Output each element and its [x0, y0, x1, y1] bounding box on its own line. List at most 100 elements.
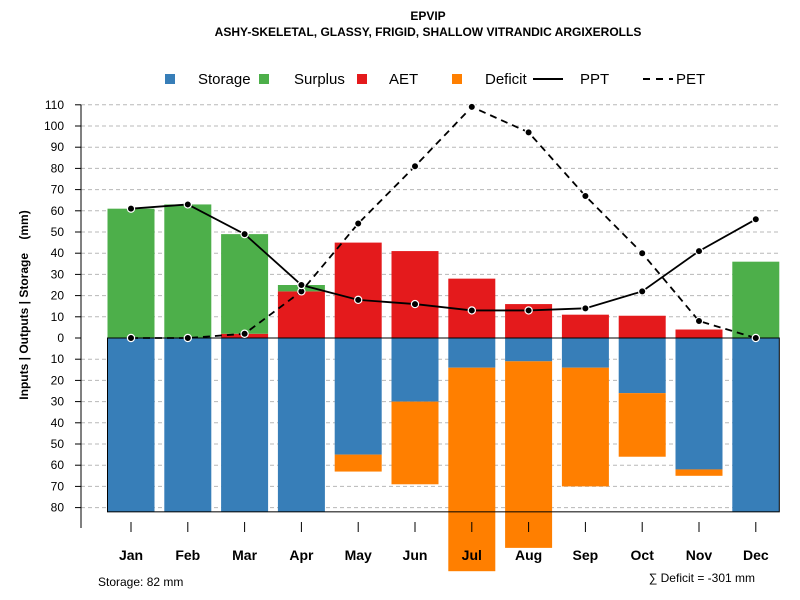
storage-bar-dec — [732, 338, 780, 512]
aet-legend-label: AET — [389, 71, 418, 88]
ppt-legend-label: PPT — [580, 71, 609, 88]
pet-point-oct — [638, 248, 647, 258]
storage-bar-nov — [675, 338, 723, 470]
storage-frame — [107, 337, 780, 513]
y-tick-label: 20 — [51, 289, 65, 303]
storage-bar-aug — [505, 338, 553, 362]
storage-legend-label: Storage — [198, 71, 251, 88]
surplus-bar-feb — [164, 204, 212, 338]
x-tick-label-nov: Nov — [686, 547, 713, 563]
ppt-point-nov — [694, 246, 704, 256]
pet-point-jun — [410, 162, 420, 171]
y-tick-label: 10 — [51, 310, 65, 324]
y-tick-label: 90 — [51, 140, 65, 154]
x-tick-label-oct: Oct — [631, 547, 655, 563]
surplus-bar-jan — [107, 208, 155, 338]
surplus-legend-label: Surplus — [294, 71, 345, 88]
ppt-point-apr — [297, 280, 306, 290]
x-tick-label-jul: Jul — [462, 547, 482, 563]
deficit-legend-label: Deficit — [485, 71, 528, 88]
pet-point-aug — [524, 128, 533, 137]
y-tick-label: 10 — [51, 352, 65, 366]
x-tick-label-aug: Aug — [515, 547, 542, 563]
aet-legend-swatch — [357, 74, 367, 84]
deficit-bar-aug — [505, 361, 553, 548]
y-tick-label: 0 — [57, 331, 64, 345]
storage-bar-jun — [391, 338, 439, 402]
y-tick-label: 80 — [51, 501, 65, 515]
y-tick-label: 30 — [51, 395, 65, 409]
pet-point-mar — [240, 329, 249, 338]
surplus-bar-mar — [221, 234, 269, 334]
deficit-bar-sep — [561, 367, 609, 487]
y-tick-label: 50 — [51, 225, 65, 239]
ppt-point-jul — [467, 306, 476, 315]
y-tick-label: 30 — [51, 267, 65, 281]
surplus-bar-dec — [732, 261, 780, 338]
ppt-point-jan — [126, 204, 136, 213]
storage-note: Storage: 82 mm — [98, 575, 183, 589]
pet-point-jul — [467, 102, 476, 112]
surplus-legend-swatch — [259, 74, 269, 84]
x-tick-label-jan: Jan — [119, 547, 143, 563]
ppt-point-may — [354, 295, 363, 305]
x-tick-label-sep: Sep — [573, 547, 599, 563]
ppt-point-feb — [183, 200, 192, 209]
storage-capacity-frame — [107, 337, 780, 513]
ppt-point-oct — [638, 287, 647, 296]
x-tick-label-feb: Feb — [175, 547, 200, 563]
storage-legend-swatch — [165, 74, 175, 84]
deficit-bar-jun — [391, 401, 439, 485]
ppt-point-aug — [524, 306, 533, 315]
aet-bar-apr — [277, 291, 325, 338]
ppt-point-mar — [240, 229, 249, 239]
storage-bar-may — [334, 338, 382, 455]
ppt-point-jun — [410, 299, 420, 309]
y-tick-label: 20 — [51, 373, 65, 387]
pet-point-jan — [126, 333, 136, 343]
y-tick-label: 60 — [51, 204, 65, 218]
legend: Storage Surplus AET Deficit PPT PET — [165, 71, 705, 88]
pet-point-may — [354, 219, 363, 228]
storage-bar-mar — [221, 338, 269, 512]
x-tick-label-dec: Dec — [743, 547, 769, 563]
pet-point-nov — [694, 316, 704, 326]
deficit-bar-oct — [618, 393, 666, 457]
y-tick-label: 60 — [51, 458, 65, 472]
ppt-point-sep — [581, 304, 590, 313]
aet-bar-oct — [618, 315, 666, 338]
deficit-bar-jul — [448, 367, 496, 572]
y-axis-label: Inputs | Outputs | Storage (mm) — [17, 210, 31, 399]
x-tick-label-mar: Mar — [232, 547, 257, 563]
axes: 0 10 20 30 40 50 60 70 80 90 100 110 10 20 30 40 50 60 70 8… — [44, 98, 769, 563]
x-tick-label-may: May — [345, 547, 372, 563]
storage-bar-apr — [277, 338, 325, 512]
storage-bar-oct — [618, 338, 666, 394]
deficit-note: ∑ Deficit = -301 mm — [649, 571, 755, 585]
y-tick-label: 40 — [51, 416, 65, 430]
chart-title: EPVIP — [410, 9, 445, 23]
ppt-point-dec — [751, 215, 761, 224]
y-tick-label: 110 — [45, 98, 64, 112]
aet-bar-sep — [561, 314, 609, 338]
x-tick-label-apr: Apr — [289, 547, 314, 563]
pet-legend-label: PET — [676, 71, 705, 88]
bars — [107, 204, 780, 572]
y-tick-label: 100 — [44, 119, 64, 133]
ppt-line — [130, 203, 757, 312]
storage-bar-feb — [164, 338, 212, 512]
y-tick-label: 40 — [51, 246, 65, 260]
deficit-bar-may — [334, 454, 382, 472]
storage-bar-jul — [448, 338, 496, 368]
aet-bar-may — [334, 242, 382, 338]
pet-line — [131, 105, 757, 339]
aet-bar-jun — [391, 251, 439, 338]
pet-point-sep — [581, 191, 590, 201]
storage-bar-jan — [107, 338, 155, 512]
pet-point-feb — [183, 333, 192, 343]
y-tick-label: 80 — [51, 161, 65, 175]
chart-subtitle: ASHY-SKELETAL, GLASSY, FRIGID, SHALLOW V… — [215, 25, 642, 39]
x-tick-label-jun: Jun — [403, 547, 428, 563]
deficit-bar-nov — [675, 469, 723, 476]
